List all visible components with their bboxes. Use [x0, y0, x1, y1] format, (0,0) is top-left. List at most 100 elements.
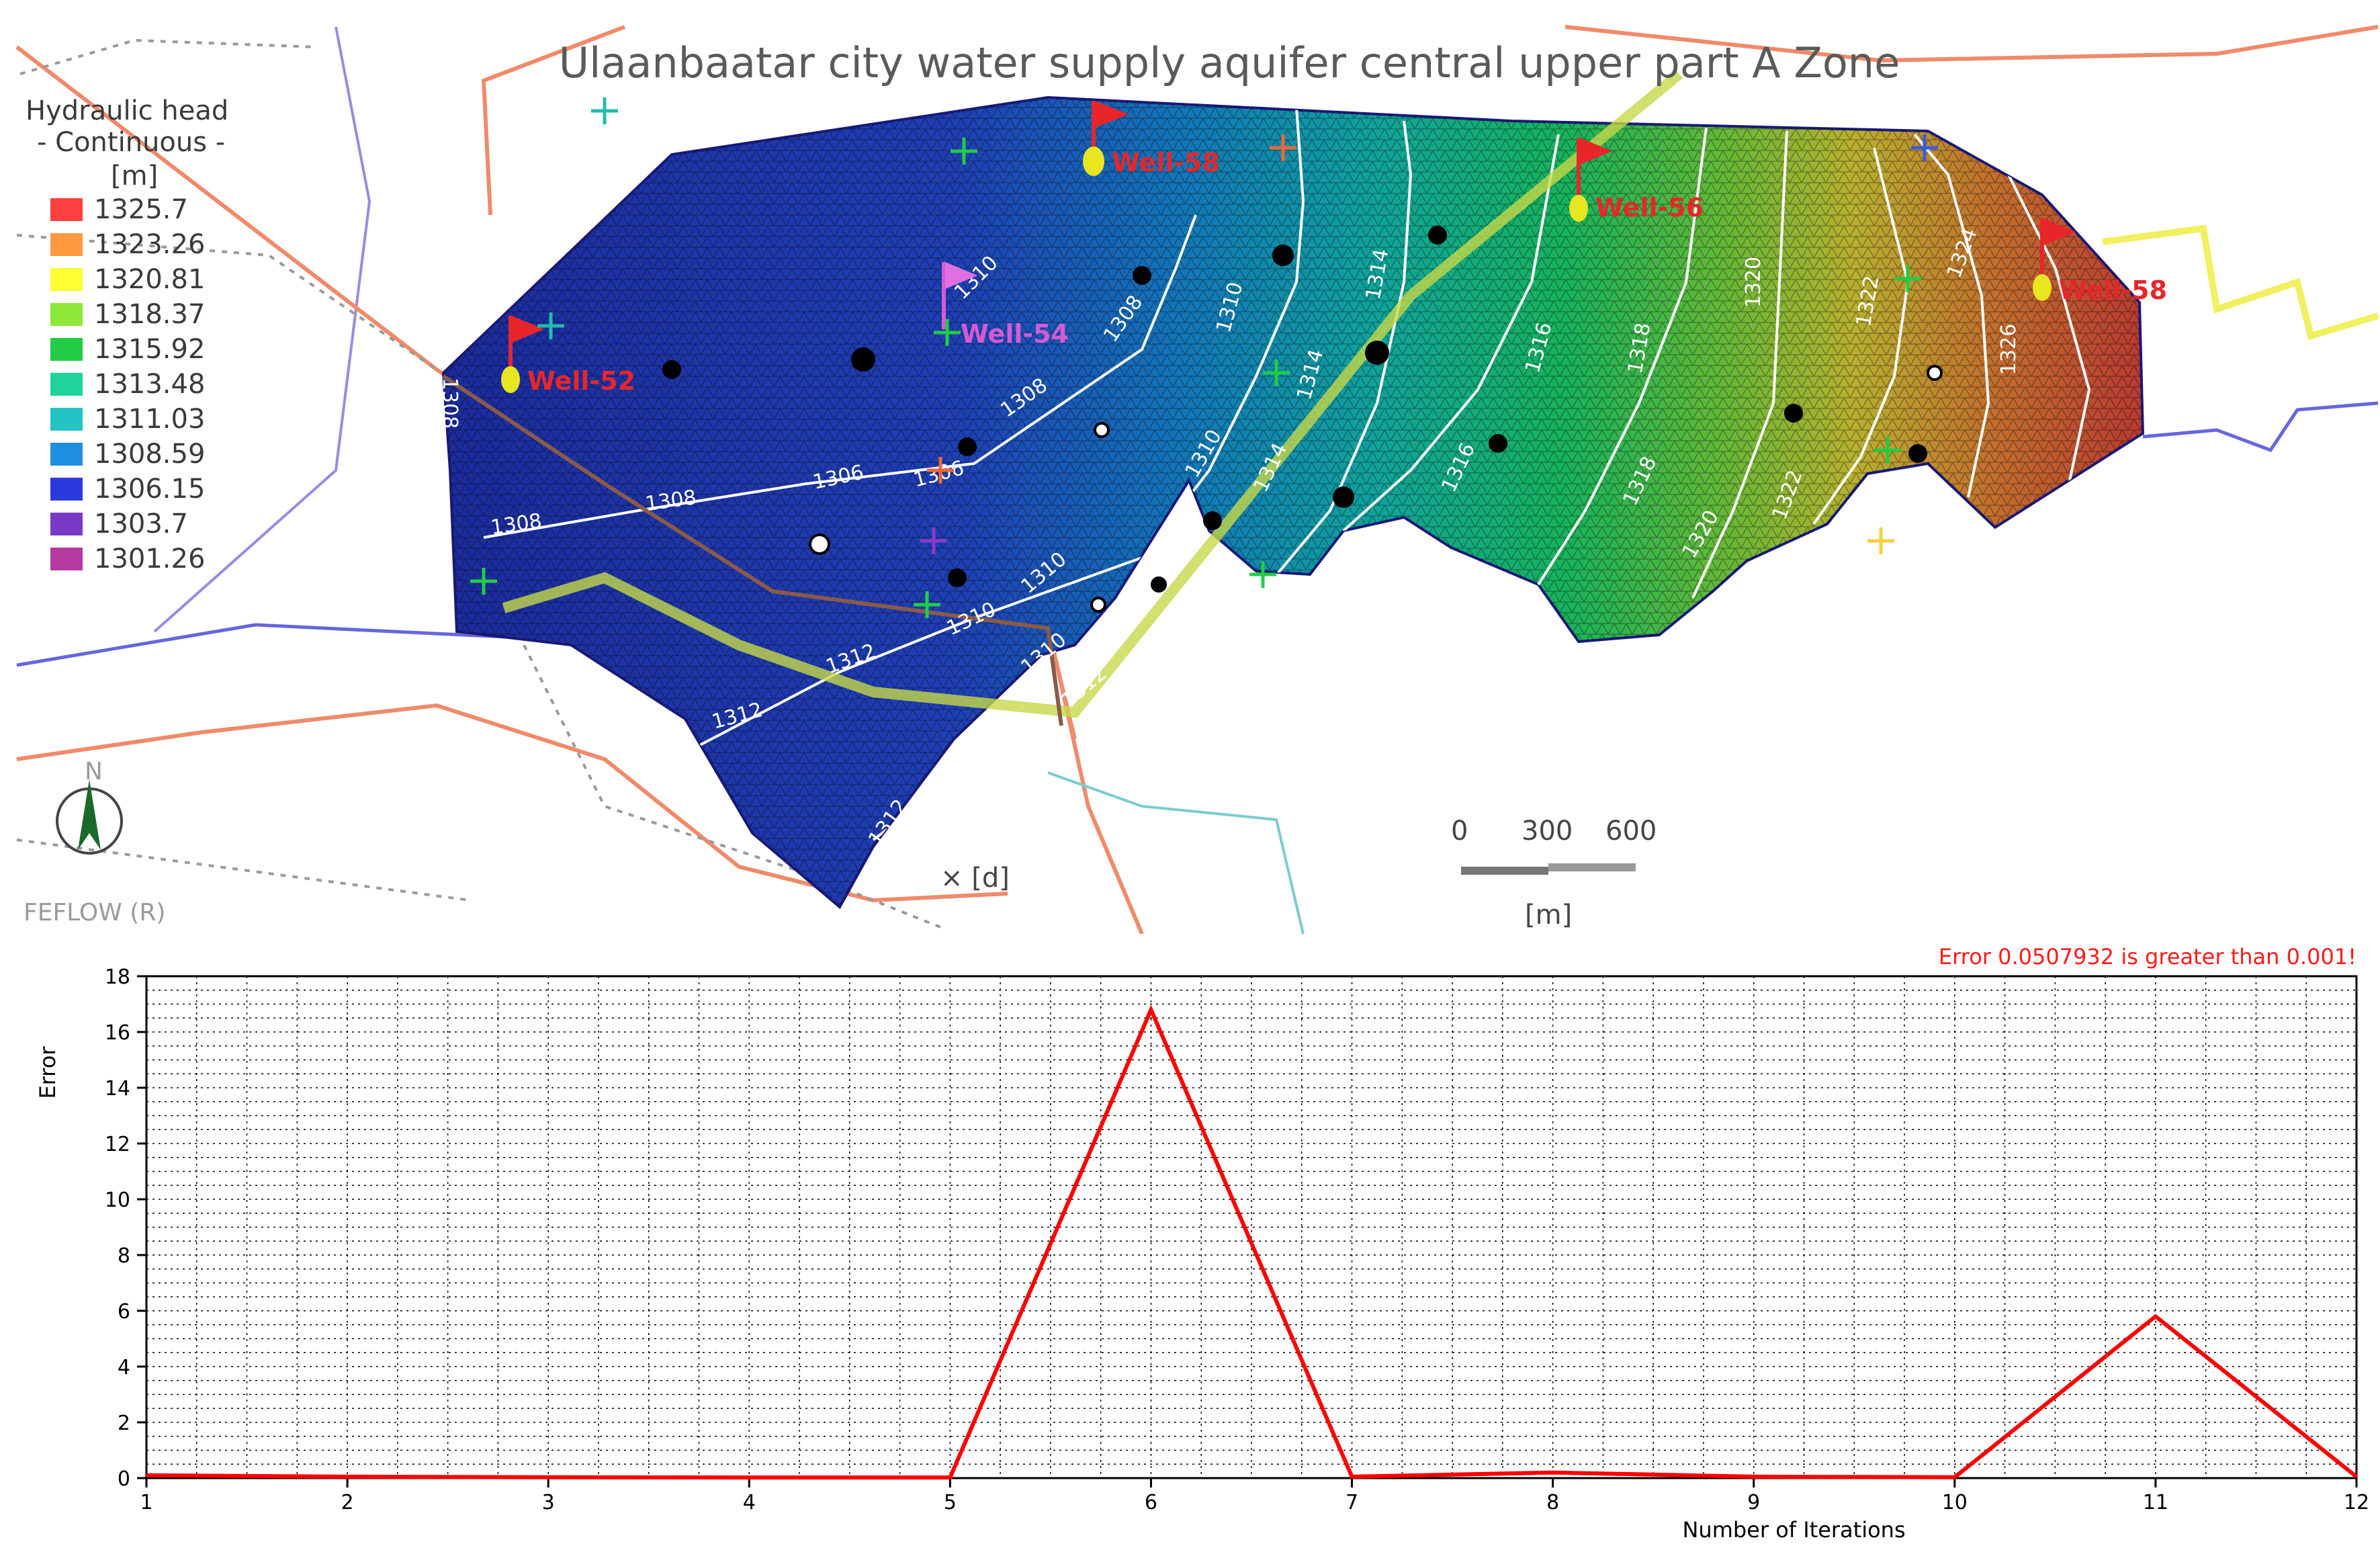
- cross-icon: [470, 568, 497, 595]
- flag-icon: [512, 316, 544, 343]
- data-point: [1150, 1008, 1152, 1010]
- boundary-line: [442, 374, 1063, 726]
- cross-icon: [1874, 437, 1901, 464]
- series-lines: [146, 1004, 2358, 1480]
- series-line: [146, 1004, 2358, 1480]
- data-point: [748, 1477, 750, 1479]
- y-tick-label: 16: [105, 1021, 130, 1045]
- north-label: N: [85, 758, 103, 785]
- cross-icon: [1911, 134, 1938, 161]
- data-point: [949, 1477, 951, 1479]
- x-tick-label: 12: [2344, 1491, 2369, 1514]
- legend-entry-label: 1313.48: [94, 369, 205, 400]
- cross-icon: [591, 97, 618, 124]
- cross-icon: [1270, 134, 1296, 161]
- legend-entry-label: 1318.37: [94, 299, 205, 330]
- cross-icon: [927, 457, 954, 484]
- data-point: [347, 1475, 349, 1477]
- well-marker: Well-54: [942, 262, 1069, 349]
- x-tick-label: 11: [2143, 1491, 2168, 1514]
- y-tick-label: 18: [105, 965, 130, 989]
- data-point: [2356, 1475, 2357, 1477]
- legend-entry-label: 1306.15: [94, 474, 205, 505]
- data-point: [146, 1474, 147, 1476]
- legend-entries: 1325.7 1323.26 1320.81 1318.37 1315.92 1313.4…: [50, 194, 205, 574]
- y-tick-label: 6: [118, 1300, 130, 1324]
- x-tick-label: 3: [542, 1491, 555, 1514]
- well-label: Well-58: [2059, 275, 2167, 305]
- y-axis-label: Error: [35, 1046, 60, 1099]
- y-axis-ticks: 0 2 4 6 8 10 12 14 16 18: [105, 965, 146, 1491]
- well-label: Well-58: [1112, 148, 1220, 177]
- scale-segment: [1548, 863, 1636, 871]
- highlight-line: [502, 69, 1683, 718]
- well-dot-icon: [1083, 146, 1104, 176]
- well-marker: Well-56: [1569, 138, 1704, 222]
- flag-icon: [1095, 101, 1129, 128]
- error-iteration-chart: 1 2 3 4 5 6 7 8 9 10 11 12 0 2 4 6 8 10 12 14 16 18 Number o…: [0, 934, 2380, 1549]
- well-label: Well-54: [961, 319, 1069, 349]
- data-point: [2154, 1316, 2156, 1318]
- contour-label: 1326: [1997, 324, 2021, 375]
- well-dot-icon: [1569, 195, 1588, 222]
- watermark: FEFLOW (R): [24, 899, 165, 926]
- flag-icon: [2043, 218, 2076, 245]
- x-tick-label: 2: [341, 1491, 354, 1514]
- map-title: Ulaanbaatar city water supply aquifer ce…: [559, 38, 1900, 87]
- north-arrow-icon: N: [56, 758, 123, 855]
- legend-entry-label: 1308.59: [94, 439, 205, 470]
- flag-icon: [1580, 138, 1612, 165]
- x-tick-label: 10: [1942, 1491, 1968, 1514]
- data-point: [1552, 1471, 1554, 1473]
- hydraulic-head-map: 1308130813081306130613081308131013101310…: [15, 25, 2379, 935]
- contour-lines: [483, 107, 2091, 841]
- legend-entry-label: 1303.7: [94, 509, 188, 540]
- x-tick-label: 1: [140, 1491, 152, 1514]
- x-axis-label: Number of Iterations: [1682, 1517, 1905, 1543]
- contour-label: 1320: [1742, 257, 1765, 308]
- scale-tick-label: 0: [1451, 816, 1468, 847]
- legend-unit: [m]: [111, 161, 158, 191]
- wells: Well-58 Well-52 Well-54 Well-56: [501, 101, 2167, 396]
- y-tick-label: 4: [118, 1356, 130, 1379]
- marker-label: × [d]: [940, 863, 1010, 894]
- x-tick-label: 8: [1546, 1491, 1559, 1514]
- cross-icon: [951, 138, 977, 165]
- scale-segment: [1461, 867, 1548, 875]
- point-markers: [470, 97, 1943, 618]
- legend-swatch: [50, 233, 83, 256]
- scale-bar: 0 300 600 [m]: [1451, 816, 1657, 931]
- scale-tick-label: 600: [1605, 816, 1657, 847]
- legend-swatch: [50, 408, 83, 431]
- legend: Hydraulic head - Continuous - [m] 1325.7…: [26, 95, 228, 574]
- data-point: [1753, 1475, 1755, 1477]
- legend-entry-label: 1301.26: [94, 544, 205, 574]
- error-annotation: Error 0.0507932 is greater than 0.001!: [1939, 944, 2356, 969]
- y-tick-label: 12: [105, 1133, 130, 1156]
- y-tick-label: 2: [118, 1412, 130, 1435]
- x-tick-label: 5: [944, 1491, 957, 1514]
- cross-icon: [1263, 359, 1290, 386]
- cross-icon: [537, 312, 564, 339]
- scale-tick-label: 300: [1522, 816, 1573, 847]
- legend-swatch: [50, 373, 83, 396]
- legend-title: Hydraulic head: [26, 95, 228, 126]
- cross-icon: [934, 319, 961, 346]
- y-tick-label: 14: [105, 1077, 130, 1101]
- legend-swatch: [50, 303, 83, 326]
- legend-swatch: [50, 268, 83, 291]
- x-tick-label: 9: [1747, 1491, 1760, 1514]
- legend-swatch: [50, 338, 83, 361]
- y-tick-label: 0: [118, 1467, 130, 1491]
- map-canvas: 1308130813081306130613081308131013101310…: [15, 25, 2379, 935]
- y-tick-label: 10: [105, 1189, 130, 1212]
- well-marker: Well-52: [501, 316, 635, 396]
- legend-entry-label: 1320.81: [94, 264, 205, 295]
- well-dot-icon: [2033, 274, 2052, 301]
- well-marker: Well-58: [1083, 101, 1220, 177]
- legend-swatch: [50, 198, 83, 221]
- chart-grid: [146, 976, 2357, 1479]
- cross-icon: [920, 527, 947, 554]
- data-point: [1953, 1476, 1955, 1478]
